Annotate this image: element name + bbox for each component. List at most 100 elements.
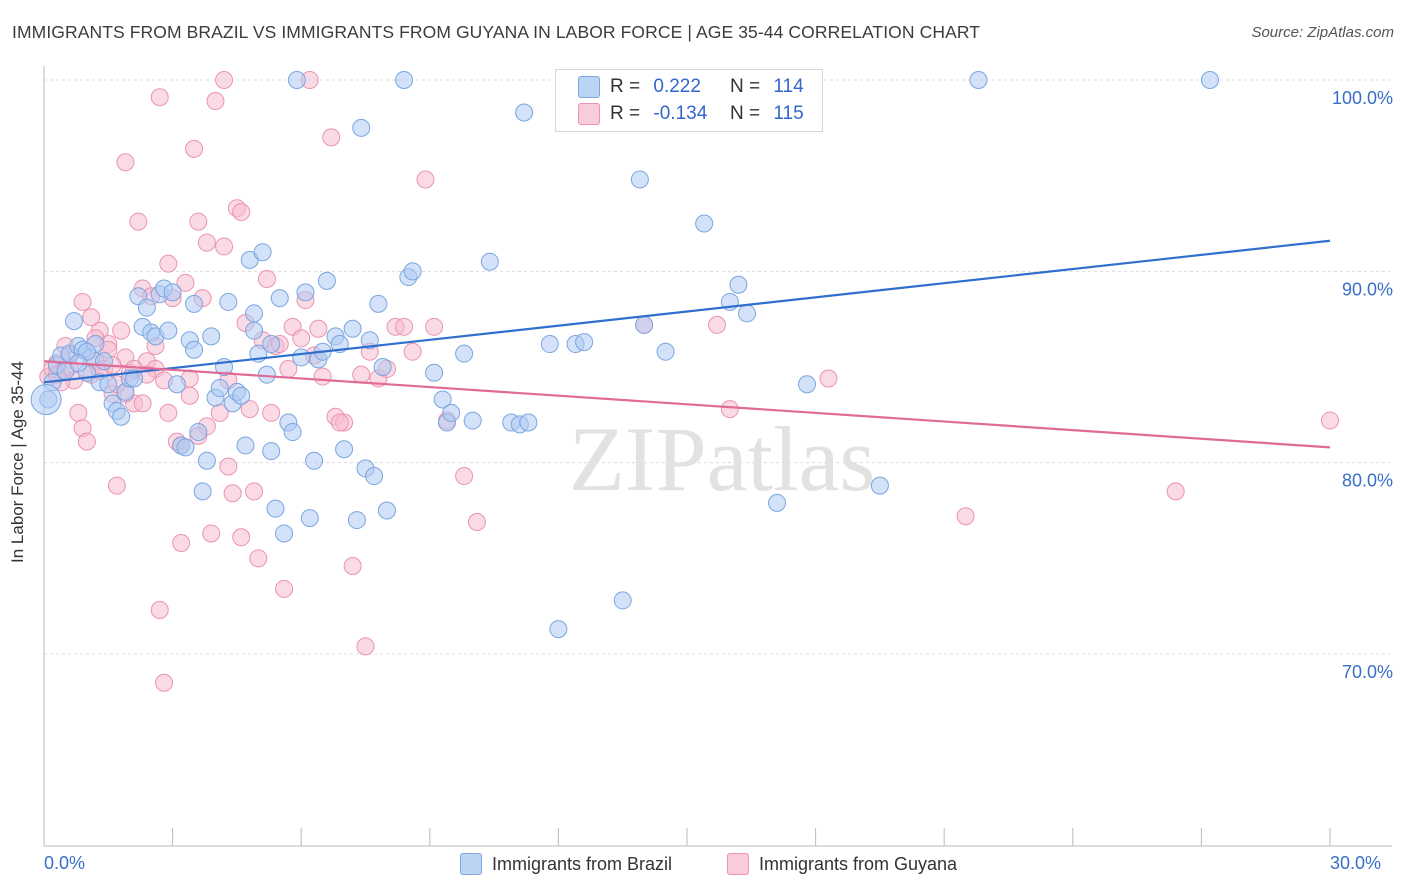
point-brazil-86 <box>515 103 534 122</box>
point-guyana-88 <box>150 88 169 107</box>
point-brazil-13 <box>95 352 114 371</box>
point-guyana-51 <box>257 269 276 288</box>
legend-swatch-brazil <box>578 76 600 98</box>
point-guyana-42 <box>219 457 238 476</box>
point-guyana-98 <box>1321 411 1339 430</box>
trend-line-guyana <box>43 360 1331 449</box>
point-brazil-57 <box>287 71 306 89</box>
point-brazil-53 <box>270 289 289 308</box>
point-brazil-52 <box>266 499 285 518</box>
point-brazil-110 <box>262 335 281 354</box>
legend-label-brazil: Immigrants from Brazil <box>492 853 673 874</box>
point-guyana-17 <box>112 321 131 340</box>
y-tick-label-80: 80.0% <box>1342 471 1393 491</box>
point-brazil-81 <box>455 344 474 363</box>
legend-n-label-brazil: N = <box>730 76 761 97</box>
point-brazil-105 <box>245 304 264 323</box>
point-brazil-82 <box>463 411 482 430</box>
point-brazil-94 <box>635 315 654 334</box>
point-guyana-35 <box>189 212 208 231</box>
point-guyana-49 <box>249 549 268 568</box>
point-brazil-60 <box>305 451 324 470</box>
point-brazil-91 <box>549 620 568 639</box>
point-brazil-66 <box>335 440 354 459</box>
point-brazil-22 <box>137 298 156 317</box>
series-legend: Immigrants from Brazil Immigrants from G… <box>0 850 1406 878</box>
legend-r-brazil: R = 0.222 <box>610 76 701 98</box>
point-guyana-9 <box>77 432 96 451</box>
source-note: Source: ZipAtlas.com <box>1251 24 1394 41</box>
point-brazil-92 <box>613 591 632 610</box>
point-brazil-44 <box>232 386 251 405</box>
point-brazil-45 <box>236 436 255 455</box>
point-brazil-35 <box>193 482 212 501</box>
legend-r-label-brazil: R = <box>610 76 641 97</box>
point-guyana-41 <box>215 237 234 256</box>
point-brazil-78 <box>433 390 452 409</box>
point-brazil-58 <box>296 283 315 302</box>
point-guyana-52 <box>262 403 281 422</box>
x-axis-max-label: 30.0% <box>1330 853 1382 873</box>
point-guyana-96 <box>956 507 975 526</box>
point-guyana-34 <box>185 139 204 158</box>
point-brazil-68 <box>347 511 366 530</box>
point-brazil-96 <box>695 214 714 233</box>
point-guyana-78 <box>455 467 474 486</box>
point-guyana-73 <box>395 317 414 336</box>
legend-label-guyana: Immigrants from Guyana <box>759 853 958 874</box>
point-brazil-106 <box>125 369 144 388</box>
point-guyana-21 <box>129 212 148 231</box>
legend-r-value-brazil: 0.222 <box>653 76 701 97</box>
point-brazil-28 <box>163 283 182 302</box>
point-brazil-56 <box>283 423 302 442</box>
point-brazil-95 <box>656 342 675 361</box>
point-guyana-74 <box>403 342 422 361</box>
point-brazil-27 <box>159 321 178 340</box>
point-guyana-87 <box>215 71 234 89</box>
point-brazil-112 <box>425 363 444 382</box>
point-brazil-59 <box>300 509 319 528</box>
point-brazil-54 <box>275 524 294 543</box>
point-guyana-28 <box>159 254 178 273</box>
point-guyana-26 <box>150 600 169 619</box>
point-brazil-109 <box>292 348 311 367</box>
y-tick-label-70: 70.0% <box>1342 662 1393 682</box>
series-brazil-points <box>30 71 1219 639</box>
point-brazil-98 <box>729 275 748 294</box>
point-guyana-32 <box>176 273 195 292</box>
legend-swatch-brazil-bottom <box>460 853 482 875</box>
point-brazil-51 <box>262 442 281 461</box>
point-guyana-61 <box>309 319 328 338</box>
point-brazil-49 <box>253 243 272 262</box>
y-tick-label-100: 100.0% <box>1332 88 1393 108</box>
legend-n-label-guyana: N = <box>730 103 761 124</box>
point-guyana-37 <box>197 233 216 252</box>
legend-item-brazil[interactable]: Immigrants from Brazil <box>460 853 672 875</box>
point-guyana-47 <box>240 400 259 419</box>
point-brazil-36 <box>197 451 216 470</box>
chart-title: IMMIGRANTS FROM BRAZIL VS IMMIGRANTS FRO… <box>12 22 981 42</box>
point-brazil-50 <box>257 365 276 384</box>
legend-r-value-guyana: -0.134 <box>653 103 708 124</box>
point-brazil-102 <box>870 476 889 495</box>
point-brazil-67 <box>343 319 362 338</box>
point-guyana-27 <box>155 673 174 692</box>
legend-n-value-brazil: 114 <box>773 76 804 97</box>
trend-line-brazil <box>43 239 1331 384</box>
legend-swatch-guyana-bottom <box>727 853 749 875</box>
point-brazil-47 <box>245 321 264 340</box>
point-brazil-83 <box>480 252 499 271</box>
point-brazil-87 <box>519 413 538 432</box>
legend-item-guyana[interactable]: Immigrants from Guyana <box>727 853 957 875</box>
point-brazil-75 <box>395 71 414 89</box>
point-guyana-48 <box>245 482 264 501</box>
y-tick-labels: 70.0% 80.0% 90.0% 100.0% <box>1332 88 1393 682</box>
point-guyana-31 <box>172 534 191 553</box>
point-brazil-14 <box>99 375 118 394</box>
trend-lines <box>43 239 1331 449</box>
point-guyana-85 <box>159 403 178 422</box>
point-guyana-57 <box>292 329 311 348</box>
point-brazil-88 <box>540 335 559 354</box>
series-guyana-points <box>39 71 1339 692</box>
